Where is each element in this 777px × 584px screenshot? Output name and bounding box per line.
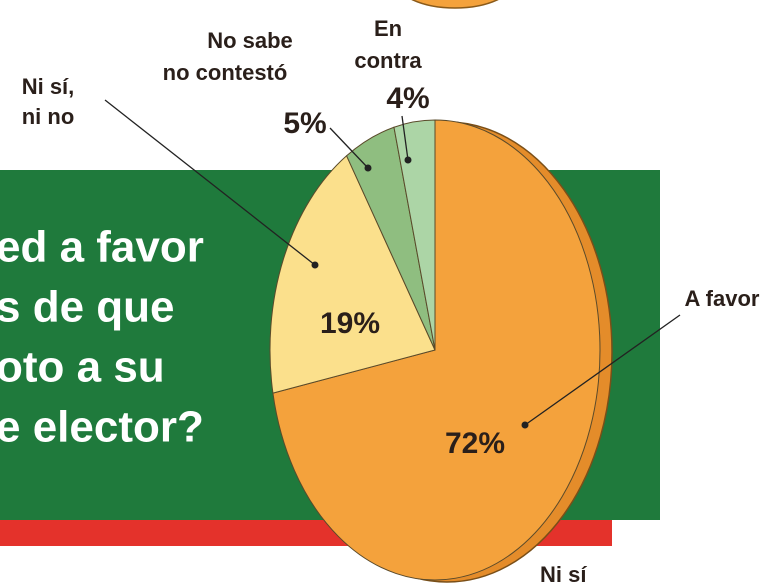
leader-line — [401, 115, 409, 161]
question: ed a favor s de que oto a su e elector? — [0, 223, 204, 452]
value-label: 19% — [320, 307, 380, 340]
category-label: En — [374, 16, 402, 41]
leader-dot — [521, 421, 529, 429]
category-label: no contestó — [163, 60, 288, 85]
leader-dot — [311, 261, 319, 269]
pie-slice — [269, 154, 436, 394]
category-label: contra — [354, 48, 422, 73]
category-label: ni no — [22, 104, 75, 129]
leader-line — [524, 314, 681, 426]
value-label: 72% — [445, 427, 505, 460]
leader-dot — [404, 156, 412, 164]
leader-line — [329, 127, 369, 169]
decor-ellipse — [411, 0, 499, 9]
pie-slice — [393, 119, 436, 351]
category-label: Ni sí, — [22, 74, 75, 99]
leader-dot — [364, 164, 372, 172]
question-line: oto a su — [0, 343, 165, 392]
question-line: ed a favor — [0, 223, 204, 272]
leader-line — [104, 99, 316, 266]
question-line: e elector? — [0, 403, 204, 452]
pie-slice — [272, 119, 601, 581]
value-label: 5% — [283, 107, 326, 140]
footer-fragment: Ni sí — [540, 562, 587, 584]
question-line: s de que — [0, 283, 175, 332]
value-label: 4% — [386, 82, 429, 115]
category-label: No sabe — [207, 28, 293, 53]
category-label: A favor — [685, 286, 760, 311]
